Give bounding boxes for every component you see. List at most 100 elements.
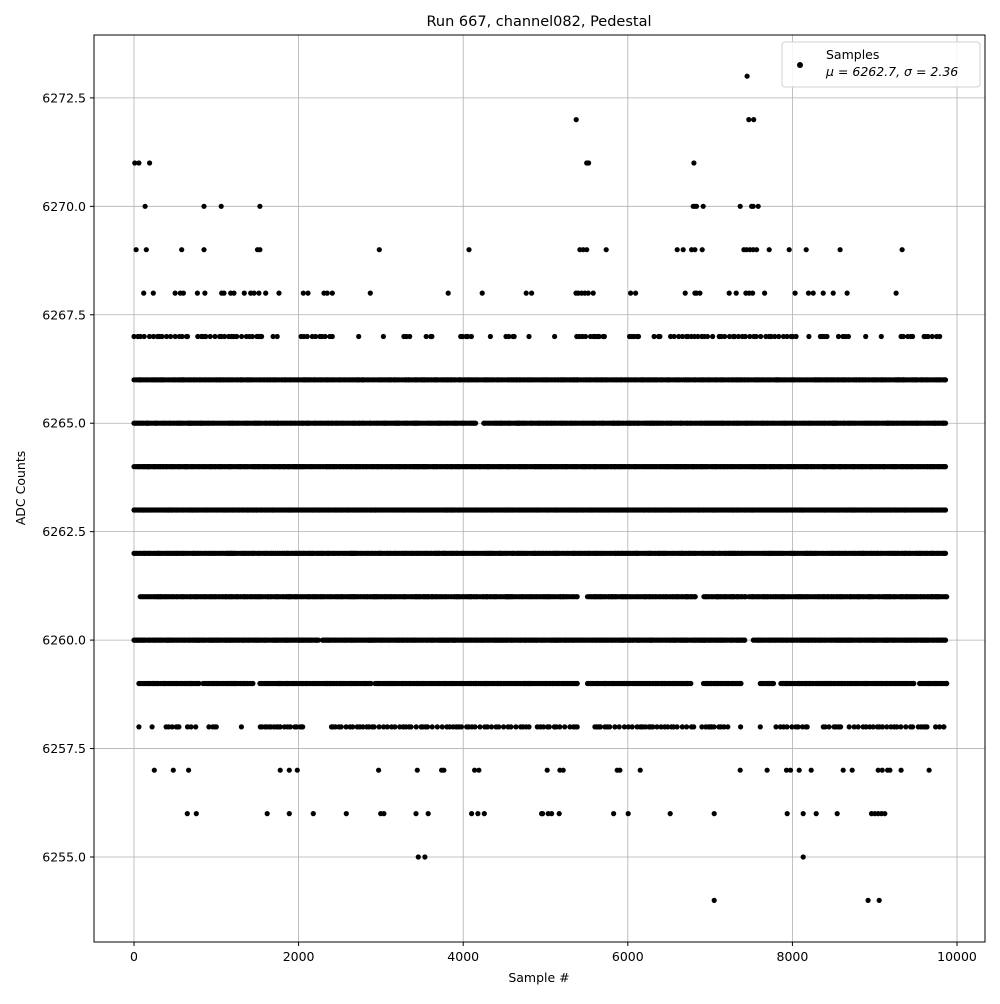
data-point: [168, 334, 173, 339]
data-point: [734, 291, 739, 296]
data-point: [368, 291, 373, 296]
data-point: [794, 334, 799, 339]
data-point: [171, 768, 176, 773]
data-point: [144, 247, 149, 252]
data-point: [652, 334, 657, 339]
data-point: [806, 291, 811, 296]
data-point: [882, 811, 887, 816]
data-point: [604, 247, 609, 252]
data-point: [257, 247, 262, 252]
data-point: [185, 811, 190, 816]
data-point: [466, 247, 471, 252]
data-point: [250, 334, 255, 339]
data-point: [943, 421, 948, 426]
data-point: [835, 811, 840, 816]
data-point: [482, 811, 487, 816]
data-point: [143, 204, 148, 209]
data-point: [754, 247, 759, 252]
data-point: [242, 291, 247, 296]
data-point: [381, 811, 386, 816]
data-point: [738, 204, 743, 209]
data-point: [846, 334, 851, 339]
data-point: [234, 334, 239, 339]
data-point: [821, 291, 826, 296]
data-point: [561, 768, 566, 773]
data-point: [251, 291, 256, 296]
data-point: [305, 291, 310, 296]
data-point: [863, 334, 868, 339]
data-point: [526, 334, 531, 339]
data-point: [693, 594, 698, 599]
data-point: [801, 854, 806, 859]
data-point: [841, 768, 846, 773]
data-point: [575, 594, 580, 599]
data-point: [750, 291, 755, 296]
data-point: [745, 74, 750, 79]
data-point: [943, 507, 948, 512]
data-point: [877, 898, 882, 903]
data-point: [201, 247, 206, 252]
data-point: [424, 334, 429, 339]
data-point: [937, 334, 942, 339]
data-point: [838, 247, 843, 252]
data-point: [710, 334, 715, 339]
data-point: [611, 811, 616, 816]
data-point: [257, 204, 262, 209]
data-point: [422, 854, 427, 859]
data-point: [195, 291, 200, 296]
data-point: [836, 334, 841, 339]
data-point: [806, 334, 811, 339]
data-point: [756, 204, 761, 209]
data-point: [638, 768, 643, 773]
data-point: [584, 247, 589, 252]
data-point: [552, 334, 557, 339]
data-point: [212, 334, 217, 339]
data-point: [239, 334, 244, 339]
data-point: [776, 334, 781, 339]
data-point: [758, 334, 763, 339]
data-point: [900, 247, 905, 252]
data-point: [785, 811, 790, 816]
data-point: [263, 291, 268, 296]
data-point: [722, 334, 727, 339]
data-point: [683, 291, 688, 296]
data-point: [930, 334, 935, 339]
data-point: [301, 291, 306, 296]
data-point: [529, 291, 534, 296]
data-point: [524, 291, 529, 296]
data-point: [221, 291, 226, 296]
data-point: [901, 334, 906, 339]
data-point: [910, 334, 915, 339]
data-point: [287, 811, 292, 816]
data-point: [701, 204, 706, 209]
data-point: [626, 811, 631, 816]
data-point: [694, 204, 699, 209]
data-point: [880, 768, 885, 773]
data-point: [159, 334, 164, 339]
data-point: [136, 160, 141, 165]
data-point: [377, 247, 382, 252]
data-point: [866, 898, 871, 903]
data-point: [804, 247, 809, 252]
data-point: [692, 247, 697, 252]
data-point: [549, 811, 554, 816]
data-point: [727, 291, 732, 296]
data-point: [488, 334, 493, 339]
data-point: [751, 204, 756, 209]
data-point: [754, 334, 759, 339]
data-point: [441, 768, 446, 773]
data-point: [208, 334, 213, 339]
data-point: [473, 421, 478, 426]
data-point: [751, 117, 756, 122]
data-point: [141, 291, 146, 296]
data-point: [675, 247, 680, 252]
data-point: [672, 334, 677, 339]
data-point: [219, 204, 224, 209]
data-point: [325, 291, 330, 296]
data-point: [850, 768, 855, 773]
data-point: [173, 291, 178, 296]
data-point: [943, 464, 948, 469]
data-point: [426, 811, 431, 816]
data-point: [356, 334, 361, 339]
